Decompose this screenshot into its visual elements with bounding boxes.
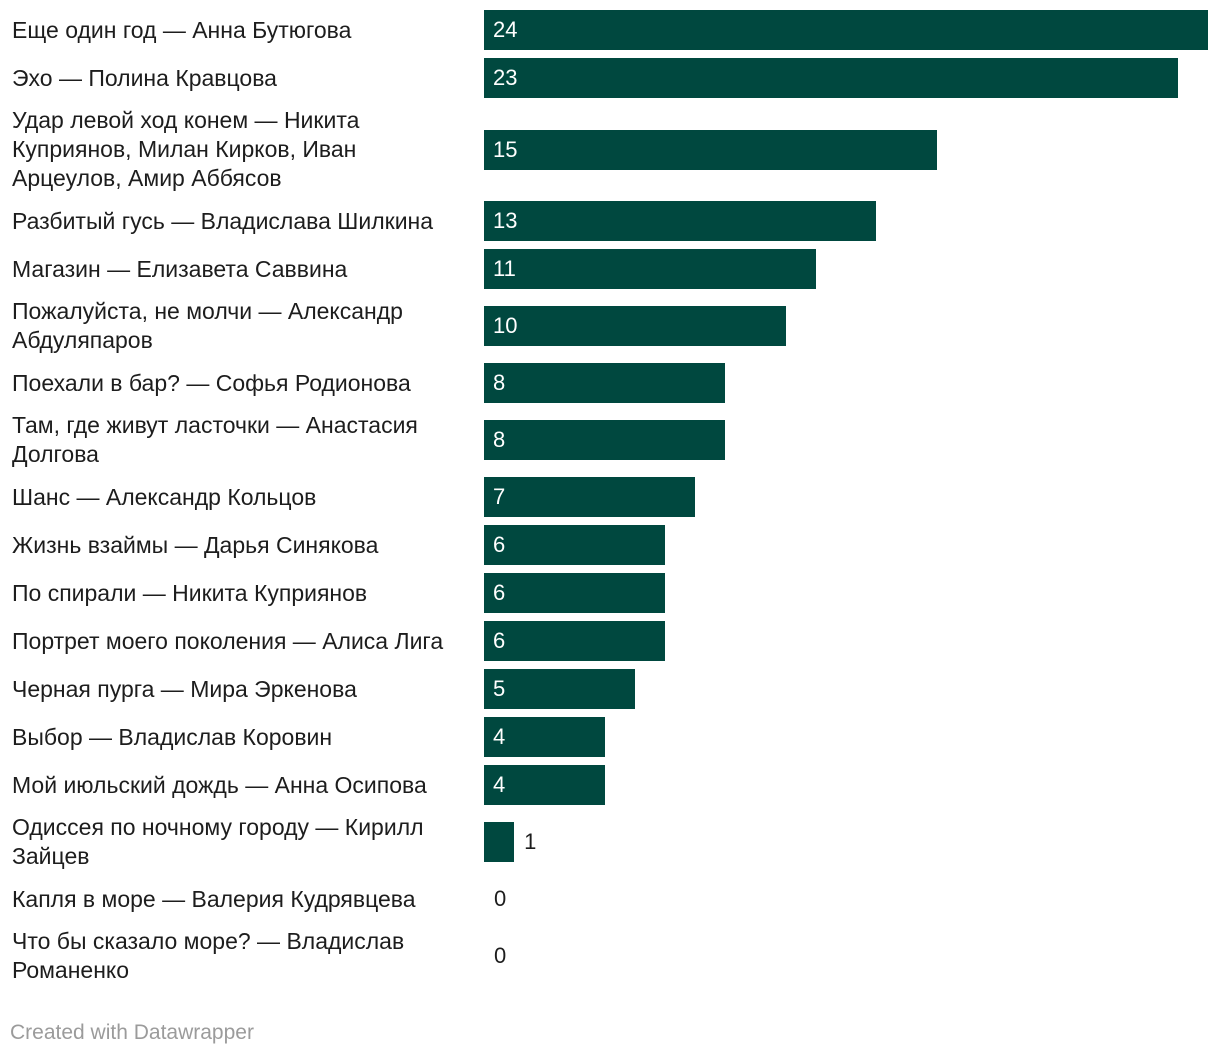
bar (484, 420, 726, 460)
value-label: 13 (493, 208, 518, 233)
category-label: Портрет моего поколения — Алиса Лига (12, 627, 444, 654)
bar (484, 129, 937, 170)
category-label: Эхо — Полина Кравцова (12, 64, 277, 91)
category-label: Капля в море — Валерия Кудрявцева (12, 885, 416, 912)
category-label: Одиссея по ночному городу — Кирилл Зайце… (12, 814, 424, 869)
category-label: Выбор — Владислав Коровин (12, 723, 333, 750)
category-label: Удар левой ход конем — Никита Куприянов, … (12, 107, 360, 191)
bar (484, 477, 696, 517)
bar (484, 669, 635, 709)
bar (484, 10, 1208, 50)
category-label: Жизнь взаймы — Дарья Синякова (12, 531, 379, 558)
bar (484, 717, 605, 757)
value-label: 23 (493, 65, 518, 90)
bar (484, 249, 816, 289)
bar (484, 58, 1178, 98)
category-label: Разбитый гусь — Владислава Шилкина (12, 207, 434, 234)
value-label: 8 (493, 427, 506, 452)
category-label: Поехали в бар? — Софья Родионова (12, 369, 411, 396)
value-label: 1 (524, 829, 537, 854)
category-label: Мой июльский дождь — Анна Осипова (12, 771, 427, 798)
category-label: Еще один год — Анна Бутюгова (12, 16, 352, 43)
category-label: Пожалуйста, не молчи — Александр Абдуляп… (12, 298, 403, 353)
bar (484, 201, 877, 241)
category-label: По спирали — Никита Куприянов (12, 579, 368, 606)
bar (484, 621, 665, 661)
value-label: 6 (493, 580, 506, 605)
bar (484, 822, 515, 862)
bar (484, 573, 665, 613)
datawrapper-credit[interactable]: Created with Datawrapper (10, 1021, 254, 1044)
bar (484, 306, 786, 346)
bar (484, 525, 665, 565)
value-label: 0 (494, 943, 507, 968)
category-label: Магазин — Елизавета Саввина (12, 255, 348, 282)
value-label: 6 (493, 532, 506, 557)
value-label: 24 (493, 17, 518, 42)
category-label: Шанс — Александр Кольцов (12, 483, 317, 510)
value-label: 11 (493, 256, 516, 281)
value-label: 10 (493, 313, 518, 338)
value-label: 15 (493, 136, 518, 162)
value-label: 0 (494, 886, 507, 911)
value-label: 7 (493, 484, 506, 509)
category-label: Там, где живут ласточки — Анастасия Долг… (12, 412, 418, 467)
bar (484, 363, 726, 403)
value-label: 4 (493, 772, 506, 797)
value-label: 6 (493, 628, 506, 653)
category-label: Что бы сказало море? — Владислав Романен… (12, 928, 405, 983)
value-label: 4 (493, 724, 506, 749)
value-label: 5 (493, 676, 506, 701)
category-label: Черная пурга — Мира Эркенова (12, 675, 357, 702)
bar (484, 765, 605, 805)
value-label: 8 (493, 370, 506, 395)
